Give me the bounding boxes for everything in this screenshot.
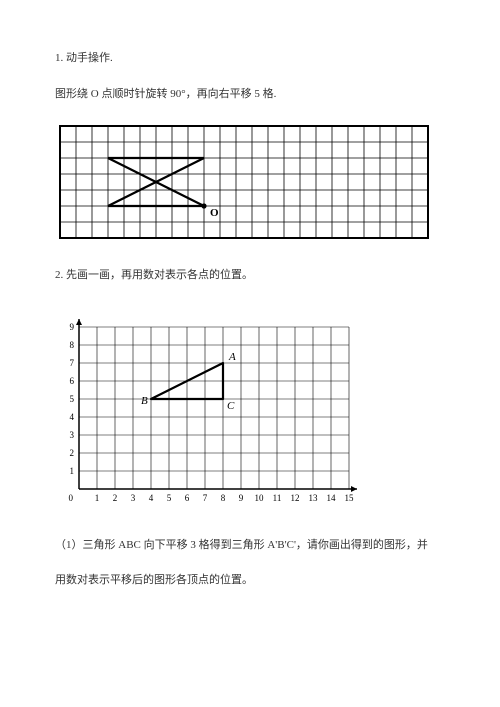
svg-text:2: 2	[113, 493, 118, 503]
svg-text:A: A	[228, 351, 236, 363]
svg-text:7: 7	[70, 358, 75, 368]
svg-text:9: 9	[239, 493, 244, 503]
grid-svg-1: O	[55, 121, 433, 247]
svg-text:4: 4	[149, 493, 154, 503]
svg-text:6: 6	[70, 376, 75, 386]
svg-text:8: 8	[221, 493, 226, 503]
svg-text:5: 5	[167, 493, 172, 503]
svg-text:5: 5	[70, 394, 75, 404]
problem-1-instruction: 图形绕 O 点顺时针旋转 90°，再向右平移 5 格.	[55, 86, 445, 104]
svg-text:C: C	[227, 400, 235, 412]
figure-2-chart: 1234567891011121314151234567890ABC	[55, 315, 445, 511]
svg-text:6: 6	[185, 493, 190, 503]
svg-text:2: 2	[70, 448, 75, 458]
svg-text:1: 1	[95, 493, 100, 503]
svg-text:13: 13	[309, 493, 319, 503]
svg-text:7: 7	[203, 493, 208, 503]
chart-svg-2: 1234567891011121314151234567890ABC	[55, 315, 361, 511]
problem-2-title: 2. 先画一画，再用数对表示各点的位置。	[55, 267, 445, 285]
svg-text:0: 0	[69, 493, 74, 503]
svg-text:3: 3	[70, 430, 75, 440]
svg-text:3: 3	[131, 493, 136, 503]
problem-2-sub1-line2: 用数对表示平移后的图形各顶点的位置。	[55, 572, 445, 590]
svg-text:11: 11	[273, 493, 282, 503]
svg-text:4: 4	[70, 412, 75, 422]
svg-text:8: 8	[70, 340, 75, 350]
svg-text:14: 14	[327, 493, 337, 503]
svg-text:10: 10	[255, 493, 265, 503]
problem-1-title: 1. 动手操作.	[55, 50, 445, 68]
svg-text:9: 9	[70, 322, 75, 332]
svg-text:O: O	[210, 207, 219, 219]
figure-1-grid: O	[55, 121, 445, 247]
svg-text:1: 1	[70, 466, 75, 476]
problem-2-sub1-line1: （1）三角形 ABC 向下平移 3 格得到三角形 A'B'C'，请你画出得到的图…	[55, 537, 445, 555]
svg-text:B: B	[141, 395, 148, 407]
svg-text:15: 15	[345, 493, 355, 503]
svg-text:12: 12	[291, 493, 300, 503]
